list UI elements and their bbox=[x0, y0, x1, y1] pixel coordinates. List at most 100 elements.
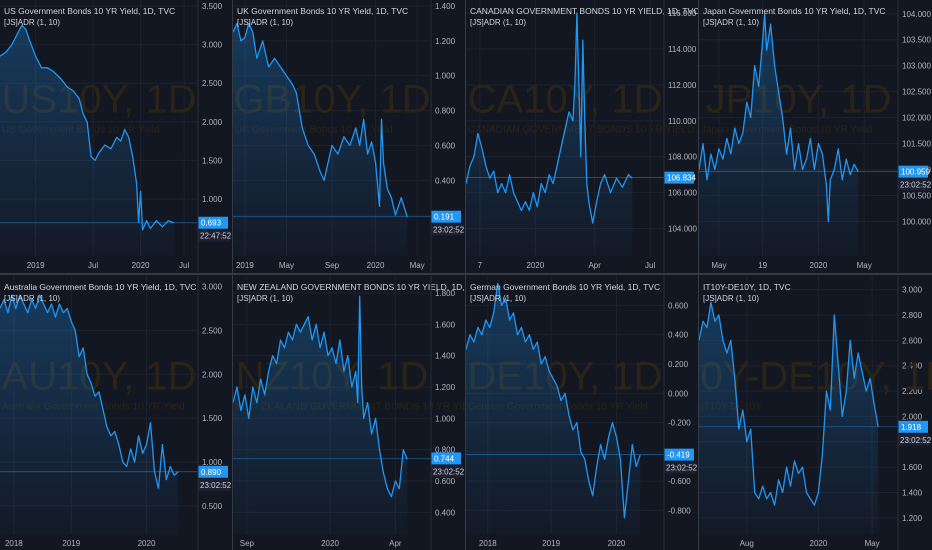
y-tick-label: 1.600 bbox=[435, 320, 456, 329]
y-tick-label: 0.600 bbox=[435, 141, 456, 150]
y-tick-label: 100.000 bbox=[902, 217, 931, 226]
watermark-symbol: CA10Y, 1D bbox=[468, 78, 663, 122]
last-value-label: 100.959 bbox=[901, 168, 930, 177]
series-area bbox=[699, 13, 859, 256]
chart-panel[interactable]: 3.000 2.500 2.000 1.500 1.000 0.500 2018 2019 20… bbox=[0, 276, 232, 550]
y-tick-label: 1.200 bbox=[435, 37, 456, 46]
y-tick-label: -0.600 bbox=[668, 477, 691, 486]
chart-panel[interactable]: 1.800 1.600 1.400 1.200 1.000 0.800 0.600 0.400… bbox=[233, 276, 465, 550]
last-value-badge bbox=[431, 452, 461, 465]
x-tick-label: May bbox=[865, 539, 880, 548]
chart-svg: 116.000 114.000 112.000 110.000 108.000 106.0… bbox=[466, 0, 698, 272]
watermark-description: UK Government Bonds 10 YR Yield bbox=[235, 125, 393, 136]
y-tick-label: 0.000 bbox=[668, 389, 689, 398]
chart-title: IT10Y-DE10Y, 1D, TVC bbox=[703, 282, 791, 292]
y-tick-label: 100.500 bbox=[902, 191, 931, 200]
y-tick-label: 1.000 bbox=[435, 72, 456, 81]
watermark-symbol: IT10Y-DE10Y, 1D bbox=[699, 355, 932, 399]
last-value-label: 0.744 bbox=[434, 454, 455, 463]
countdown-badge bbox=[198, 478, 230, 491]
chart-svg: 3.000 2.500 2.000 1.500 1.000 0.500 2018 2019 20… bbox=[0, 276, 232, 550]
panel-divider[interactable] bbox=[465, 0, 466, 550]
x-tick-label: 2018 bbox=[5, 539, 23, 548]
panel-divider[interactable] bbox=[232, 0, 233, 550]
y-tick-label: 1.500 bbox=[202, 156, 223, 165]
series-line bbox=[233, 295, 408, 498]
x-tick-label: 2019 bbox=[236, 261, 254, 270]
countdown-label: 23:02:52 bbox=[900, 436, 932, 445]
y-tick-label: 1.400 bbox=[435, 2, 456, 11]
x-tick-label: 2020 bbox=[321, 539, 339, 548]
x-tick-label: Jul bbox=[179, 261, 189, 270]
chart-panel[interactable]: 0.6000.4000.2000.000-0.200-0.400-0.600-0… bbox=[466, 276, 698, 550]
last-value-label: 0.890 bbox=[201, 468, 222, 477]
y-tick-label: 116.000 bbox=[668, 9, 697, 18]
y-tick-label: 1.000 bbox=[202, 458, 223, 467]
countdown-badge bbox=[431, 465, 463, 478]
y-tick-label: 0.800 bbox=[435, 446, 456, 455]
x-tick-label: 2020 bbox=[810, 261, 828, 270]
chart-panel[interactable]: 116.000 114.000 112.000 110.000 108.000 106.0… bbox=[466, 0, 698, 272]
y-tick-label: 103.500 bbox=[902, 36, 931, 45]
countdown-badge bbox=[431, 223, 463, 236]
countdown-label: 23:02:52 bbox=[900, 181, 932, 190]
y-tick-label: 2.600 bbox=[902, 336, 923, 345]
y-tick-label: 0.200 bbox=[668, 360, 689, 369]
x-tick-label: May bbox=[711, 261, 726, 270]
chart-panel[interactable]: 1.4001.2001.0000.8000.6000.4000.2002019M… bbox=[233, 0, 465, 272]
x-tick-label: 7 bbox=[478, 261, 483, 270]
series-line bbox=[699, 13, 859, 223]
countdown-badge bbox=[198, 229, 230, 242]
x-tick-label: 2020 bbox=[132, 261, 150, 270]
last-value-badge bbox=[198, 216, 228, 229]
chart-panel[interactable]: 3.0002.8002.6002.4002.2002.0001.8001.600… bbox=[699, 276, 932, 550]
y-tick-label: 1.200 bbox=[435, 383, 456, 392]
indicator-label: [JS]ADR (1, 10) bbox=[4, 294, 60, 303]
y-tick-label: 110.000 bbox=[668, 117, 697, 126]
indicator-label: [JS]ADR (1, 10) bbox=[703, 294, 759, 303]
y-tick-label: 101.500 bbox=[902, 140, 931, 149]
last-value-label: 1.918 bbox=[901, 423, 922, 432]
y-tick-label: 1.400 bbox=[435, 352, 456, 361]
chart-title: US Government Bonds 10 YR Yield, 1D, TVC bbox=[4, 6, 175, 16]
y-tick-label: 3.000 bbox=[202, 41, 223, 50]
chart-panel[interactable]: 3.500 3.000 2.500 2.000 1.500 1.000 2019 Jul 202… bbox=[0, 0, 232, 272]
series-line bbox=[0, 24, 175, 231]
x-tick-label: 2019 bbox=[62, 539, 80, 548]
y-tick-label: 2.400 bbox=[902, 362, 923, 371]
x-tick-label: May bbox=[857, 261, 872, 270]
y-tick-label: 0.500 bbox=[202, 502, 223, 511]
chart-title: German Government Bonds 10 YR Yield, 1D,… bbox=[470, 282, 660, 292]
chart-title: UK Government Bonds 10 YR Yield, 1D, TVC bbox=[237, 6, 408, 16]
chart-svg: 3.0002.8002.6002.4002.2002.0001.8001.600… bbox=[699, 276, 932, 550]
y-tick-label: 2.200 bbox=[902, 387, 923, 396]
y-tick-label: 114.000 bbox=[668, 45, 697, 54]
y-tick-label: -0.800 bbox=[668, 506, 691, 515]
series-area bbox=[233, 296, 408, 534]
series-area bbox=[699, 302, 879, 534]
chart-svg: 1.4001.2001.0000.8000.6000.4000.2002019M… bbox=[233, 0, 465, 272]
y-tick-label: 106.000 bbox=[668, 189, 697, 198]
countdown-badge bbox=[898, 433, 930, 446]
panel-divider[interactable] bbox=[698, 0, 699, 550]
last-value-badge bbox=[664, 171, 694, 184]
countdown-badge bbox=[898, 178, 930, 191]
x-tick-label: 2020 bbox=[367, 261, 385, 270]
series-area bbox=[466, 13, 633, 257]
x-tick-label: 2020 bbox=[138, 539, 156, 548]
x-tick-label: Apr bbox=[588, 261, 601, 270]
chart-svg: 104.000 103.500 103.000 102.500 102.000 101.5… bbox=[699, 0, 932, 272]
chart-panel[interactable]: 104.000 103.500 103.000 102.500 102.000 101.5… bbox=[699, 0, 932, 272]
panel-divider[interactable] bbox=[0, 273, 932, 275]
x-tick-label: 2018 bbox=[479, 539, 497, 548]
indicator-label: [JS]ADR (1, 10) bbox=[237, 18, 293, 27]
series-line bbox=[233, 22, 408, 218]
last-value-badge bbox=[898, 165, 928, 178]
y-tick-label: 0.800 bbox=[435, 107, 456, 116]
indicator-label: [JS]ADR (1, 10) bbox=[470, 294, 526, 303]
y-tick-label: 2.000 bbox=[902, 412, 923, 421]
y-tick-label: 0.600 bbox=[435, 477, 456, 486]
chart-title: CANADIAN GOVERNMENT BONDS 10 YR YIELD, 1… bbox=[470, 6, 698, 16]
x-tick-label: Aug bbox=[740, 539, 754, 548]
series-line bbox=[699, 301, 879, 506]
